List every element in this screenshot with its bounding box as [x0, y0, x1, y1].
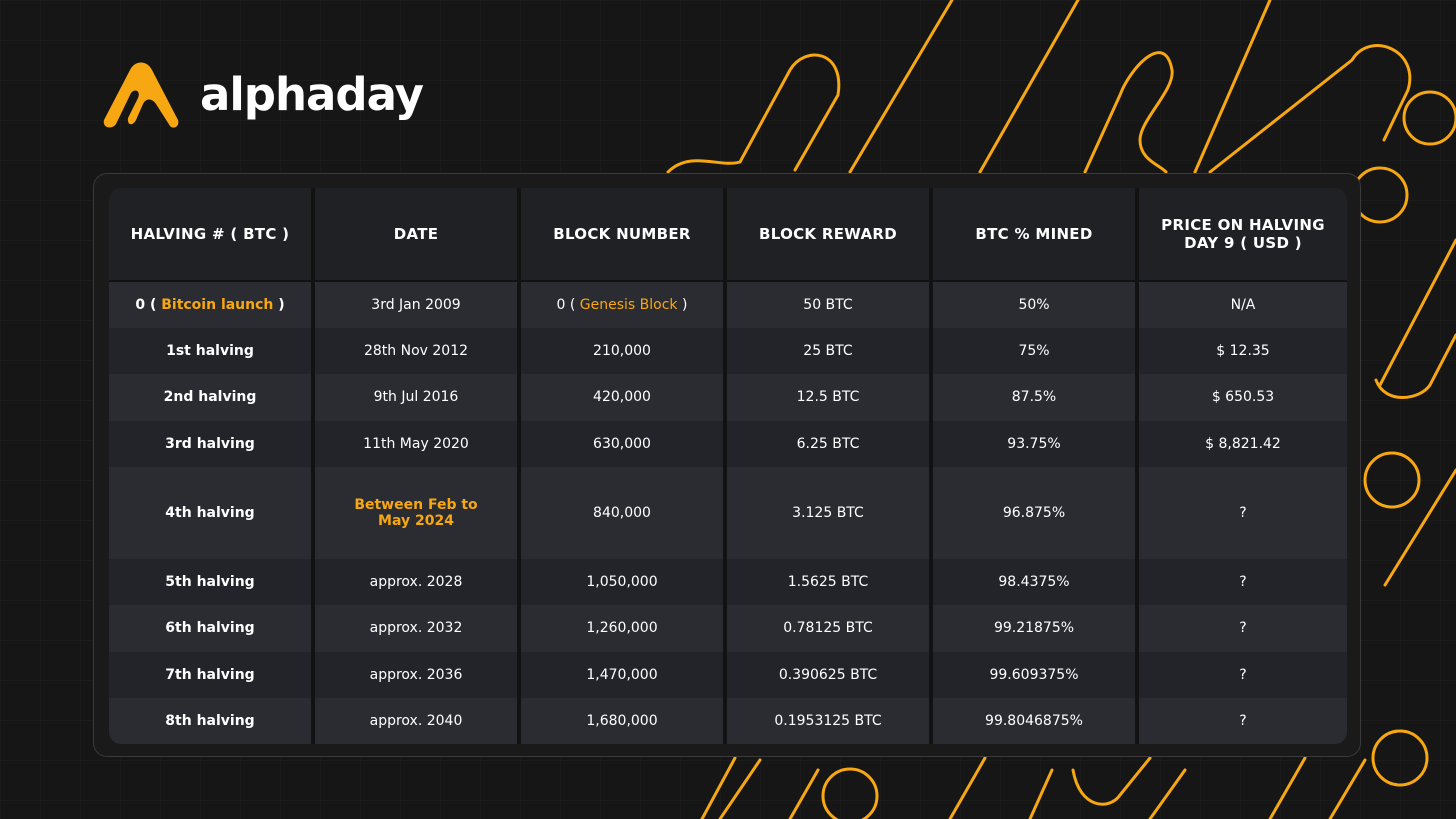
block-cell: 420,000	[521, 374, 727, 421]
block-cell: 1,680,000	[521, 697, 727, 744]
halving-table: HALVING # ( BTC ) DATE BLOCK NUMBER BLOC…	[109, 188, 1347, 744]
mined-cell: 50%	[933, 282, 1139, 329]
bitcoin-launch-label: Bitcoin launch	[161, 297, 274, 314]
table-row: 6th halving approx. 2032 1,260,000 0.781…	[109, 605, 1347, 652]
mined-cell: 93.75%	[933, 420, 1139, 467]
table-header-row: HALVING # ( BTC ) DATE BLOCK NUMBER BLOC…	[109, 188, 1347, 282]
mined-cell: 87.5%	[933, 374, 1139, 421]
brand-name: alphaday	[200, 67, 424, 121]
header-block-number: BLOCK NUMBER	[521, 188, 727, 282]
halving-cell: 8th halving	[109, 697, 315, 744]
halving-cell: 1st halving	[109, 328, 315, 375]
header-halving: HALVING # ( BTC )	[109, 188, 315, 282]
price-cell: ?	[1139, 651, 1347, 698]
reward-cell: 50 BTC	[727, 282, 933, 329]
block-cell: 1,050,000	[521, 559, 727, 606]
halving-cell: 7th halving	[109, 651, 315, 698]
table-row: 7th halving approx. 2036 1,470,000 0.390…	[109, 651, 1347, 698]
block-cell: 1,470,000	[521, 651, 727, 698]
block-cell: 630,000	[521, 420, 727, 467]
genesis-block-label: Genesis Block	[579, 297, 678, 314]
date-cell: Between Feb to May 2024	[315, 466, 521, 560]
halving-table-card: HALVING # ( BTC ) DATE BLOCK NUMBER BLOC…	[93, 173, 1361, 757]
date-cell: 9th Jul 2016	[315, 374, 521, 421]
reward-cell: 0.1953125 BTC	[727, 697, 933, 744]
mined-cell: 99.8046875%	[933, 697, 1139, 744]
date-cell: approx. 2032	[315, 605, 521, 652]
price-cell: ?	[1139, 466, 1347, 560]
reward-cell: 6.25 BTC	[727, 420, 933, 467]
block-cell: 840,000	[521, 466, 727, 560]
reward-cell: 0.390625 BTC	[727, 651, 933, 698]
header-block-reward: BLOCK REWARD	[727, 188, 933, 282]
table-row: 8th halving approx. 2040 1,680,000 0.195…	[109, 697, 1347, 744]
date-cell: 28th Nov 2012	[315, 328, 521, 375]
block-cell: 0 ( Genesis Block )	[521, 282, 727, 329]
table-row: 3rd halving 11th May 2020 630,000 6.25 B…	[109, 420, 1347, 467]
price-cell: ?	[1139, 605, 1347, 652]
date-cell: 3rd Jan 2009	[315, 282, 521, 329]
alphaday-logo-icon	[103, 62, 179, 128]
table-row: 0 ( Bitcoin launch ) 3rd Jan 2009 0 ( Ge…	[109, 282, 1347, 329]
mined-cell: 99.21875%	[933, 605, 1139, 652]
price-cell: N/A	[1139, 282, 1347, 329]
reward-cell: 1.5625 BTC	[727, 559, 933, 606]
halving-cell: 5th halving	[109, 559, 315, 606]
date-cell: approx. 2028	[315, 559, 521, 606]
mined-cell: 96.875%	[933, 466, 1139, 560]
reward-cell: 12.5 BTC	[727, 374, 933, 421]
block-cell: 210,000	[521, 328, 727, 375]
reward-cell: 0.78125 BTC	[727, 605, 933, 652]
price-cell: ?	[1139, 559, 1347, 606]
halving-cell: 4th halving	[109, 466, 315, 560]
mined-cell: 98.4375%	[933, 559, 1139, 606]
reward-cell: 25 BTC	[727, 328, 933, 375]
date-cell: approx. 2040	[315, 697, 521, 744]
header-date: DATE	[315, 188, 521, 282]
halving-cell: 0 ( Bitcoin launch )	[109, 282, 315, 329]
date-cell: approx. 2036	[315, 651, 521, 698]
price-cell: $ 650.53	[1139, 374, 1347, 421]
mined-cell: 99.609375%	[933, 651, 1139, 698]
table-row: 1st halving 28th Nov 2012 210,000 25 BTC…	[109, 328, 1347, 375]
halving-cell: 3rd halving	[109, 420, 315, 467]
price-cell: $ 8,821.42	[1139, 420, 1347, 467]
table-row: 4th halving Between Feb to May 2024 840,…	[109, 466, 1347, 560]
mined-cell: 75%	[933, 328, 1139, 375]
reward-cell: 3.125 BTC	[727, 466, 933, 560]
halving-cell: 6th halving	[109, 605, 315, 652]
table-row: 2nd halving 9th Jul 2016 420,000 12.5 BT…	[109, 374, 1347, 421]
date-cell: 11th May 2020	[315, 420, 521, 467]
halving-cell: 2nd halving	[109, 374, 315, 421]
table-row: 5th halving approx. 2028 1,050,000 1.562…	[109, 559, 1347, 606]
price-cell: $ 12.35	[1139, 328, 1347, 375]
header-price: PRICE ON HALVING DAY 9 ( USD )	[1139, 188, 1347, 282]
brand-logo[interactable]: alphaday	[100, 58, 424, 130]
price-cell: ?	[1139, 697, 1347, 744]
header-btc-mined: BTC % MINED	[933, 188, 1139, 282]
block-cell: 1,260,000	[521, 605, 727, 652]
